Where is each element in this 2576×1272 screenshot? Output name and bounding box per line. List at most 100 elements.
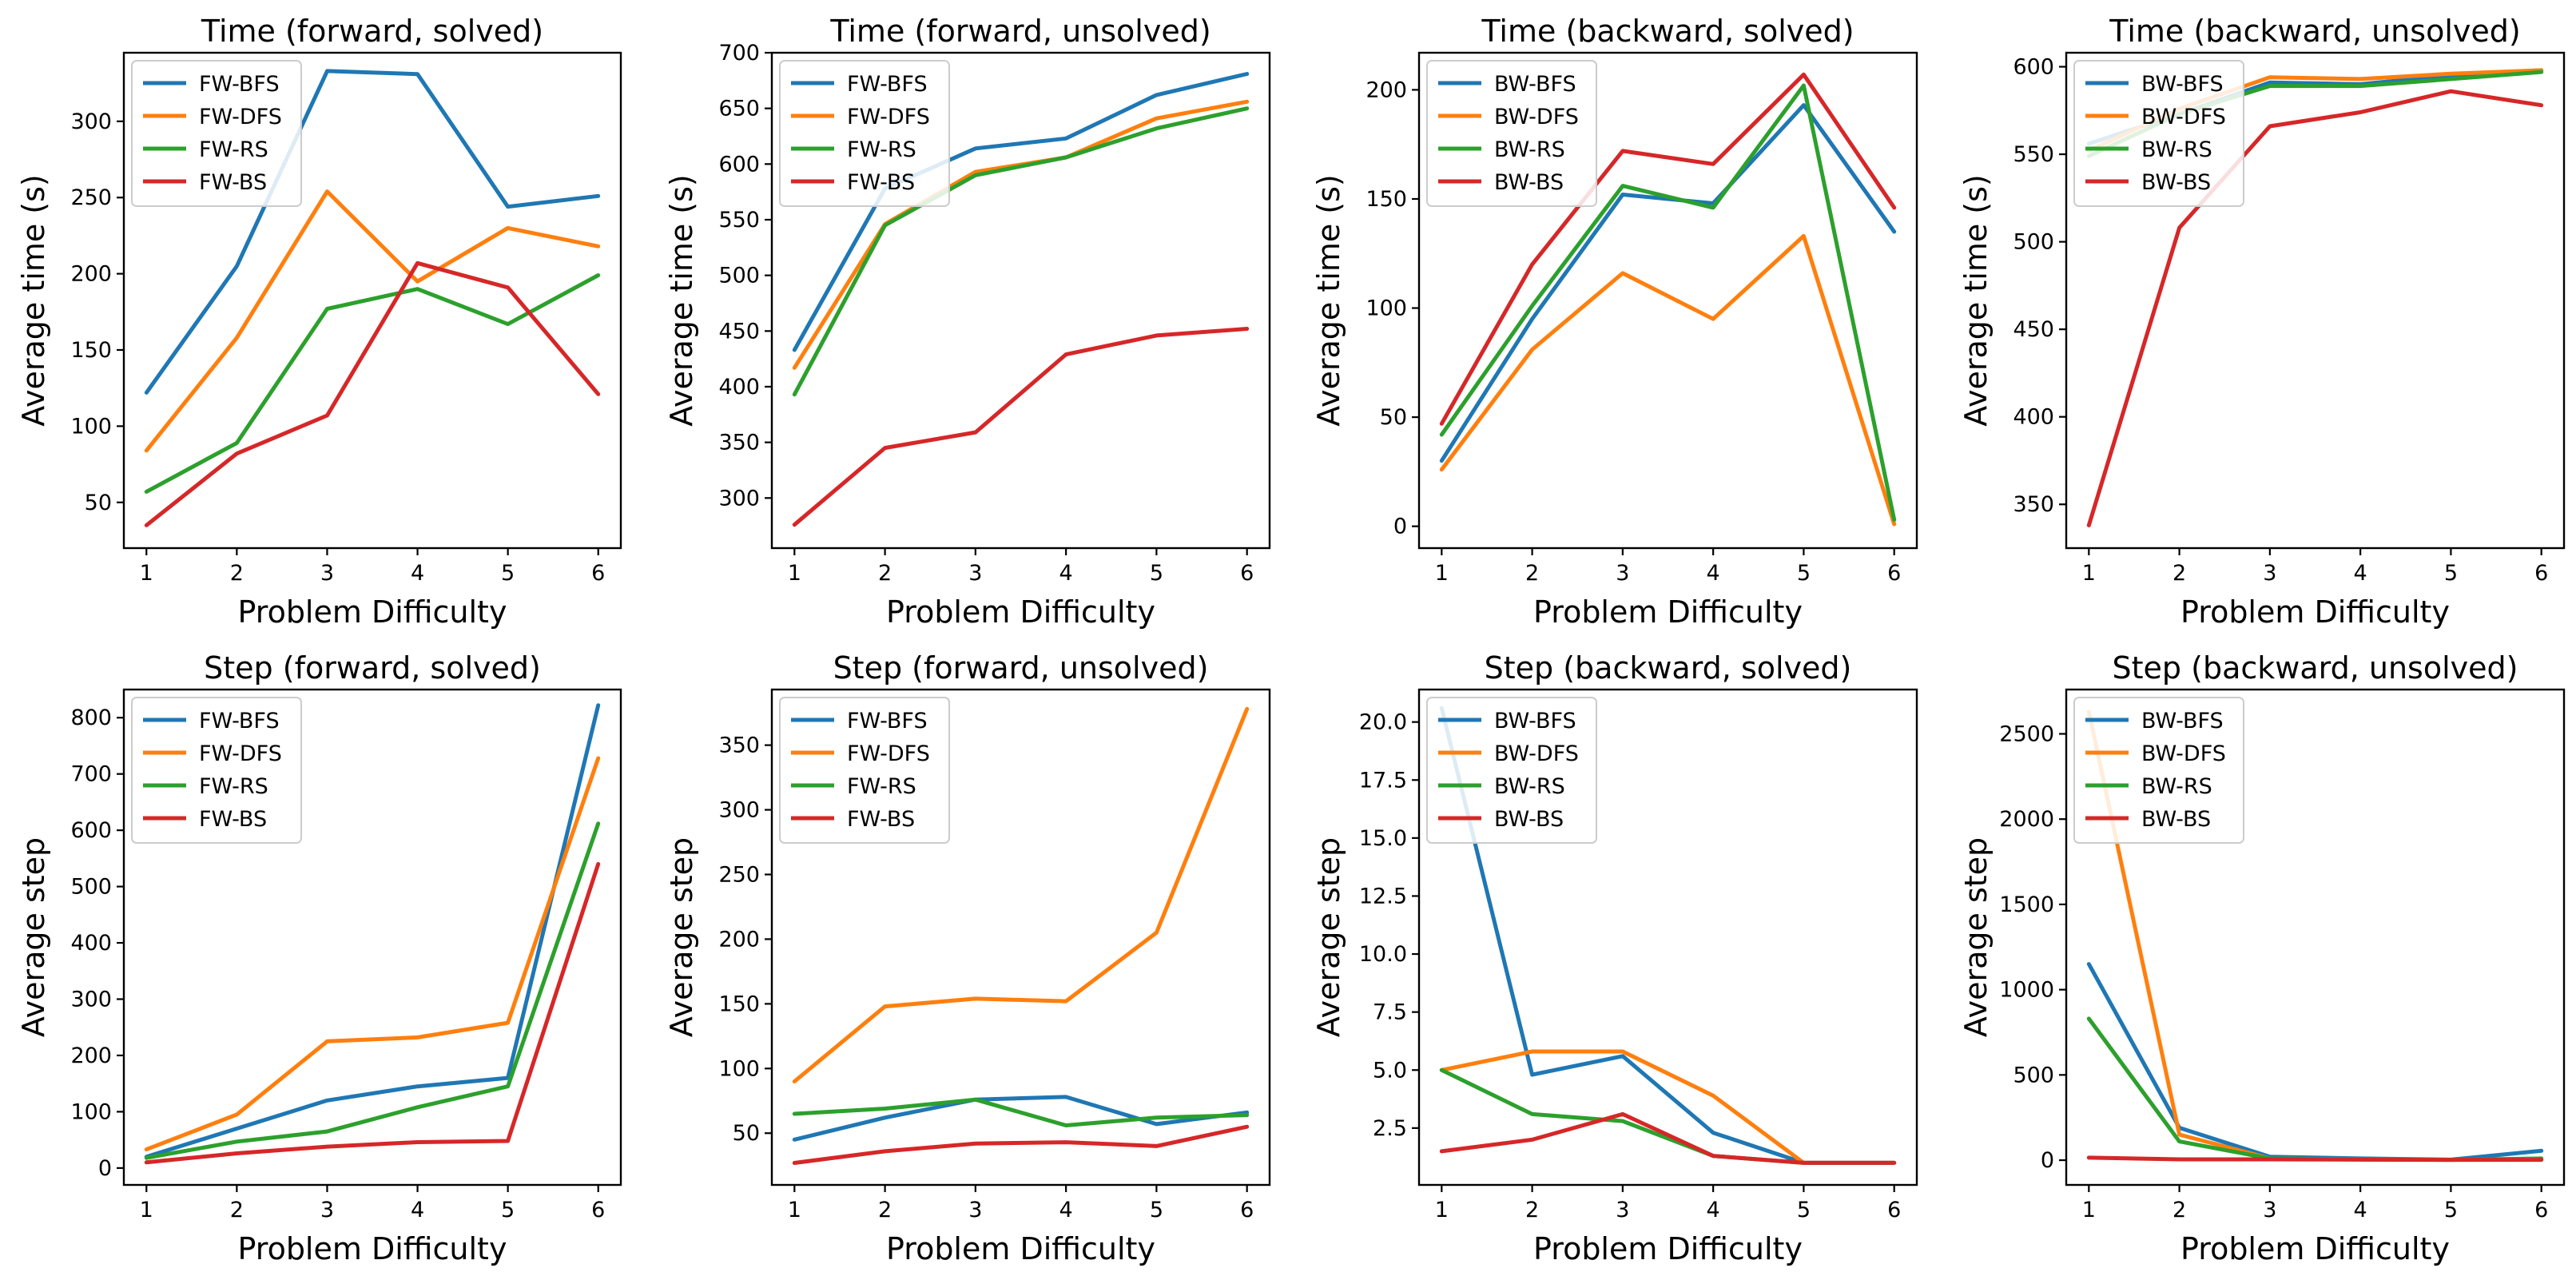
x-tick-label: 5 <box>1150 1198 1163 1222</box>
subplot-title: Step (forward, solved) <box>204 650 541 686</box>
legend: BW-BFS BW-DFS BW-RS BW-BS <box>2073 60 2244 207</box>
series-line-bw-dfs <box>1439 233 1897 527</box>
legend-label: BW-DFS <box>1494 105 1579 129</box>
subplot-title: Step (backward, solved) <box>1485 650 1852 686</box>
y-tick-label: 700 <box>718 41 760 66</box>
legend-label: FW-DFS <box>199 105 282 129</box>
series-group <box>792 72 1250 527</box>
y-tick-label: 800 <box>70 706 112 730</box>
x-tick-label: 4 <box>2354 1198 2367 1222</box>
x-tick-label: 1 <box>140 1198 153 1222</box>
subplot-title: Step (backward, unsolved) <box>2113 650 2518 686</box>
series-line-fw-bs <box>144 260 601 527</box>
y-tick-label: 300 <box>70 988 112 1012</box>
legend-box <box>779 60 950 207</box>
legend-label: BW-DFS <box>1494 741 1579 766</box>
y-tick-label: 1000 <box>1999 978 2054 1003</box>
x-axis-label: Problem Difficulty <box>238 1231 507 1266</box>
series-line-bw-bfs <box>1439 103 1897 463</box>
legend-label: FW-RS <box>199 774 268 799</box>
x-axis-label: Problem Difficulty <box>1533 594 1803 630</box>
x-tick-label: 4 <box>411 1198 424 1222</box>
legend-label: BW-RS <box>2141 774 2212 799</box>
subplot-8: Step (backward, unsolved) 1 2 3 4 5 6 0 500 1000 1… <box>1958 650 2566 1266</box>
subplot-5: Step (forward, solved) 1 2 3 4 5 6 0 100 200 300 40… <box>16 650 622 1266</box>
x-tick-label: 5 <box>2444 561 2458 586</box>
x-tick-label: 4 <box>1059 561 1073 586</box>
x-tick-label: 2 <box>1525 561 1539 586</box>
legend-label: FW-RS <box>847 137 916 162</box>
x-tick-label: 3 <box>968 1198 982 1222</box>
series-group <box>144 69 601 527</box>
x-axis-label: Problem Difficulty <box>2180 594 2450 630</box>
x-tick-label: 1 <box>788 1198 801 1222</box>
plot-frame <box>2065 688 2566 1187</box>
series-group <box>2086 710 2544 1163</box>
x-tick-label: 6 <box>2534 1198 2548 1222</box>
x-tick-label: 1 <box>2082 1198 2096 1222</box>
y-tick-label: 350 <box>2013 492 2054 517</box>
legend: BW-BFS BW-DFS BW-RS BW-BS <box>1426 697 1597 844</box>
y-axis-label: Average step <box>1311 837 1346 1037</box>
y-tick-label: 500 <box>70 875 112 900</box>
series-line-fw-bfs <box>792 72 1250 352</box>
x-tick-label: 4 <box>1707 1198 1720 1222</box>
x-tick-label: 6 <box>1887 1198 1901 1222</box>
y-tick-label: 1500 <box>1999 892 2054 917</box>
y-tick-label: 550 <box>718 208 760 233</box>
series-line-fw-bfs <box>792 1095 1250 1142</box>
x-tick-label: 4 <box>1707 561 1720 586</box>
legend-label: BW-RS <box>1494 137 1565 162</box>
y-tick-label: 550 <box>2013 142 2054 167</box>
legend-box <box>131 60 302 207</box>
x-tick-label: 3 <box>1616 1198 1629 1222</box>
x-tick-label: 1 <box>140 561 153 586</box>
series-line-fw-bfs <box>144 703 601 1159</box>
x-tick-label: 2 <box>230 1198 244 1222</box>
x-tick-label: 5 <box>501 1198 515 1222</box>
series-line-bw-bs <box>1439 1111 1897 1165</box>
y-tick-label: 0 <box>2041 1148 2054 1173</box>
plot-frame <box>122 51 622 550</box>
y-axis-label: Average time (s) <box>664 174 699 427</box>
x-tick-label: 5 <box>501 561 515 586</box>
y-tick-label: 650 <box>718 97 760 121</box>
x-tick-label: 3 <box>320 1198 334 1222</box>
subplot-3: Time (backward, solved) 1 2 3 4 5 6 0 50 100 150 20… <box>1311 14 1918 630</box>
legend-label: FW-BS <box>199 807 267 832</box>
subplot-1: Time (forward, solved) 1 2 3 4 5 6 50 100 150 200 2… <box>16 14 622 630</box>
y-tick-label: 5.0 <box>1373 1058 1407 1083</box>
x-tick-label: 5 <box>1797 561 1811 586</box>
legend-label: FW-BS <box>847 807 915 832</box>
y-tick-label: 150 <box>70 338 112 363</box>
x-tick-label: 6 <box>1887 561 1901 586</box>
legend-label: FW-DFS <box>199 741 282 766</box>
x-axis-label: Problem Difficulty <box>1533 1231 1803 1266</box>
y-tick-label: 150 <box>1366 187 1407 212</box>
legend-label: BW-BFS <box>2141 709 2224 733</box>
legend-label: FW-BFS <box>199 709 280 733</box>
x-tick-label: 6 <box>591 1198 605 1222</box>
subplot-title: Time (forward, unsolved) <box>829 14 1210 49</box>
y-tick-label: 600 <box>718 152 760 177</box>
y-tick-label: 2500 <box>1999 721 2054 746</box>
y-axis-label: Average time (s) <box>1958 174 1994 427</box>
y-tick-label: 500 <box>718 264 760 288</box>
y-tick-label: 400 <box>70 931 112 956</box>
subplot-7: Step (backward, solved) 1 2 3 4 5 6 2.5 5.0 7.5 10… <box>1311 650 1918 1266</box>
legend: BW-BFS BW-DFS BW-RS BW-BS <box>1426 60 1597 207</box>
y-tick-label: 350 <box>718 733 760 758</box>
y-tick-label: 17.5 <box>1359 768 1407 793</box>
y-tick-label: 100 <box>70 414 112 439</box>
x-axis-label: Problem Difficulty <box>2180 1231 2450 1266</box>
y-tick-label: 200 <box>70 1043 112 1068</box>
x-tick-label: 3 <box>2263 1198 2276 1222</box>
y-tick-label: 12.5 <box>1359 884 1407 908</box>
legend: BW-BFS BW-DFS BW-RS BW-BS <box>2073 697 2244 844</box>
y-tick-label: 50 <box>1380 405 1407 430</box>
series-group <box>1439 72 1897 527</box>
subplot-4: Time (backward, unsolved) 1 2 3 4 5 6 350 400 450… <box>1958 14 2566 630</box>
x-tick-label: 6 <box>1240 1198 1254 1222</box>
y-axis-label: Average time (s) <box>16 174 51 427</box>
plot-frame <box>1417 51 1918 550</box>
